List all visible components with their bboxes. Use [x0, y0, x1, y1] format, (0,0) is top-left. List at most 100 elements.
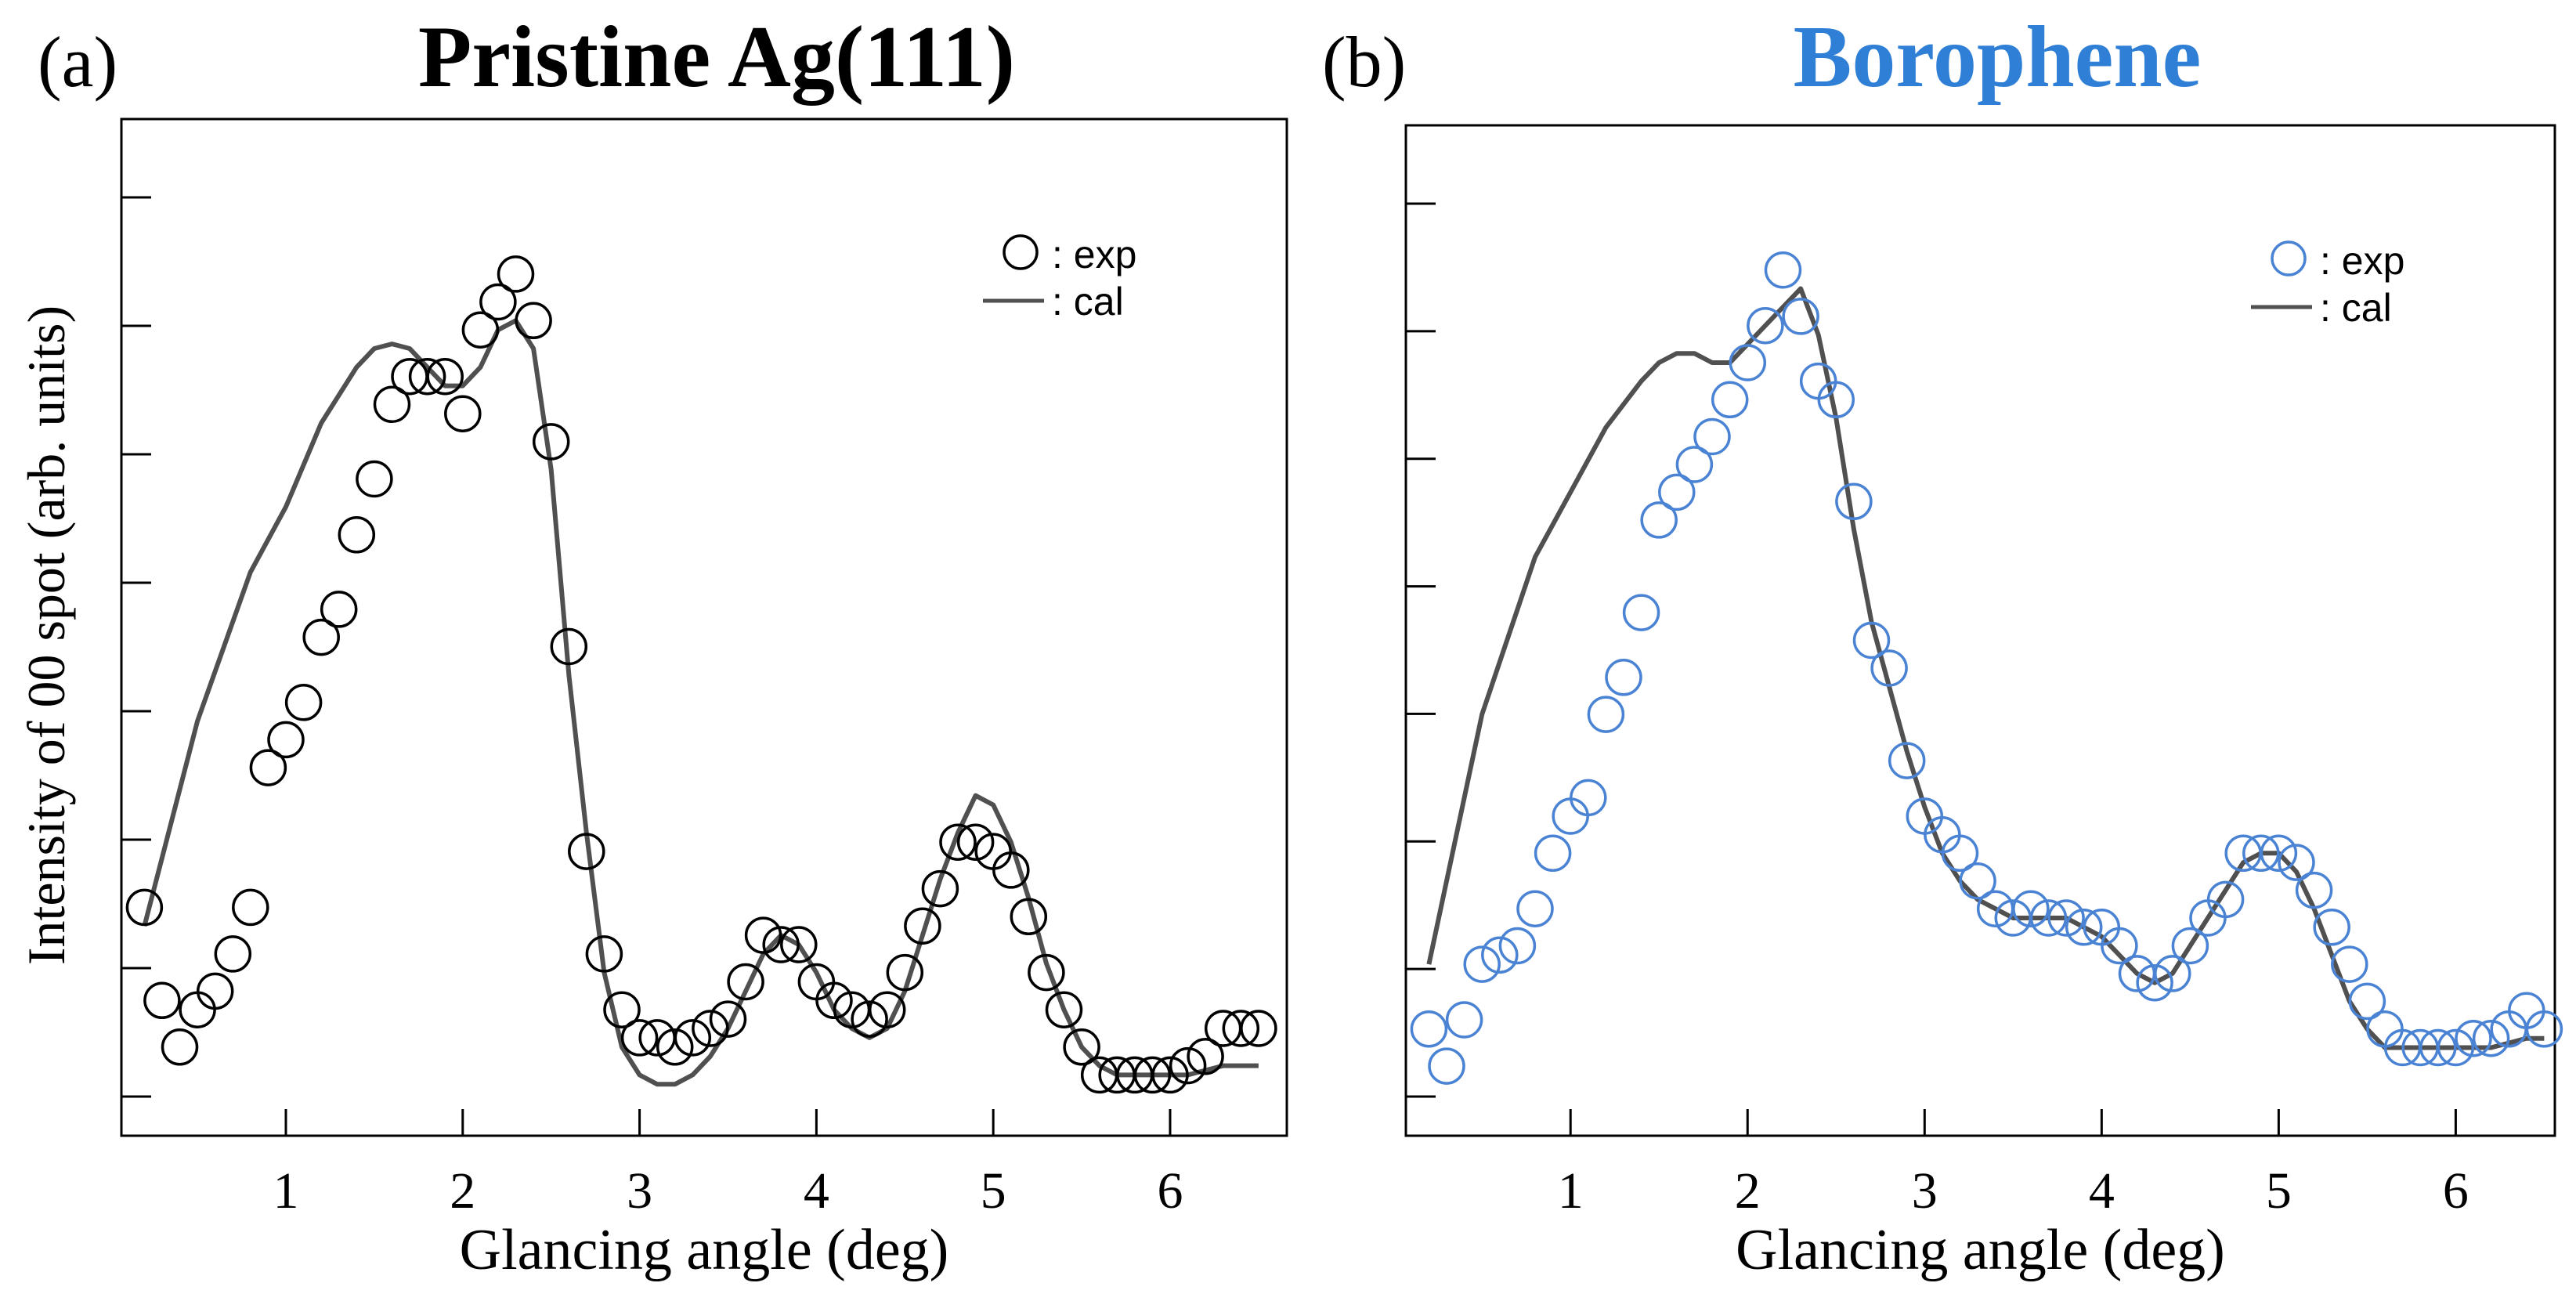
series-exp-point	[232, 888, 269, 927]
series-exp-point	[320, 591, 358, 628]
series-exp-point	[2348, 982, 2386, 1021]
x-axis-label: Glancing angle (deg)	[1736, 1218, 2225, 1282]
series-exp-point	[1959, 862, 1996, 900]
series-exp-point	[921, 869, 959, 908]
series-exp-point	[709, 1000, 747, 1038]
series-exp-point	[2331, 945, 2368, 983]
series-exp-point	[1133, 1056, 1172, 1094]
series-exp-point	[1410, 1010, 1448, 1048]
series-exp-point	[886, 953, 924, 992]
x-tick-label: 4	[804, 1162, 829, 1220]
legend-exp-label: : exp	[2320, 239, 2404, 283]
series-exp-point	[1888, 742, 1926, 779]
series-exp-point	[179, 991, 216, 1028]
x-tick-label: 5	[2266, 1162, 2292, 1220]
series-exp-point	[780, 926, 818, 963]
legend-exp-marker	[1003, 234, 1039, 270]
series-exp-point	[868, 991, 906, 1028]
series-exp-point	[2508, 992, 2545, 1029]
x-tick-label: 3	[1912, 1162, 1938, 1220]
x-tick-label: 6	[1157, 1162, 1183, 1220]
series-exp-point	[550, 627, 588, 666]
series-exp-point	[744, 916, 782, 954]
x-tick-label: 4	[2089, 1162, 2115, 1220]
series-exp-point	[2047, 899, 2085, 937]
series-exp-point	[2206, 880, 2245, 919]
series-exp-point	[1552, 797, 1589, 835]
series-exp-point	[1428, 1047, 1465, 1085]
series-exp-point	[408, 357, 446, 396]
series-exp-point	[1151, 1056, 1189, 1094]
series-exp-point	[444, 395, 482, 432]
series-exp-point	[762, 926, 800, 963]
x-tick-label: 1	[273, 1162, 298, 1220]
series-exp-point	[1693, 417, 1731, 456]
series-exp-point	[356, 460, 393, 498]
series-exp-point	[603, 991, 641, 1028]
series-exp-point	[1587, 696, 1625, 733]
series-exp-point	[1782, 298, 1819, 335]
series-exp-point	[2101, 927, 2138, 965]
series-exp-point	[2260, 834, 2298, 873]
series-exp-point	[426, 357, 464, 396]
series-exp-point	[1222, 1010, 1260, 1047]
chart-title: Borophene	[1794, 9, 2202, 106]
series-exp-point	[1817, 381, 1855, 419]
series-exp-point	[1835, 482, 1873, 521]
series-exp-point	[904, 907, 941, 945]
series-exp-point	[2437, 1028, 2475, 1067]
chart-panel-pristine-ag111: (a) Pristine Ag(111) 1 2 3 4 5 6 Glancing angle …	[16, 9, 1288, 1282]
series-exp-point	[992, 851, 1030, 889]
series-exp-point	[214, 935, 252, 973]
series-exp-point	[1570, 779, 1607, 817]
series-exp-point	[479, 283, 517, 321]
series-exp-point	[1028, 953, 1065, 992]
series-exp-point	[2242, 834, 2280, 873]
series-exp-point	[461, 311, 500, 349]
series-exp-point	[1187, 1037, 1224, 1075]
x-tick-label: 2	[1735, 1162, 1761, 1220]
series-exp-point	[1640, 501, 1678, 539]
series-exp-point	[727, 963, 764, 1001]
series-exp-point	[1675, 446, 1714, 483]
series-exp-point	[2419, 1028, 2457, 1067]
series-exp-point	[1445, 1001, 1483, 1039]
series-exp-point	[656, 1028, 694, 1066]
series-exp-point	[851, 1000, 888, 1038]
plot-frame	[1404, 124, 2556, 1137]
series-exp-point	[2525, 1010, 2563, 1048]
series-exp-point	[815, 981, 853, 1020]
series-exp-point	[1764, 251, 1802, 289]
series-exp-point	[2065, 909, 2103, 946]
series-exp-point	[1658, 473, 1696, 511]
x-tick-label: 5	[981, 1162, 1006, 1220]
series-exp-point	[1481, 936, 1519, 974]
series-exp-point	[1516, 890, 1554, 927]
panel-label: (a)	[38, 22, 117, 102]
series-exp-point	[1010, 898, 1048, 936]
x-tick-label: 2	[450, 1162, 475, 1220]
series-exp-point	[1498, 927, 1537, 965]
series-exp-point	[2012, 890, 2050, 927]
series-exp-point	[956, 823, 995, 861]
series-exp-point	[125, 888, 164, 927]
series-exp-point	[1240, 1010, 1277, 1047]
x-tick-label: 3	[627, 1162, 652, 1220]
series-exp-point	[515, 302, 552, 340]
series-exp-point	[302, 618, 340, 656]
legend-cal-label: : cal	[1052, 280, 1124, 323]
series-exp-point	[2278, 844, 2315, 881]
series-exp-point	[196, 972, 234, 1010]
y-axis-label: Intensity of 00 spot (arb. units)	[16, 305, 76, 965]
series-exp-point	[2313, 909, 2350, 946]
panel-label: (b)	[1322, 22, 1406, 102]
chart-panel-borophene: (b) Borophene 1 2 3 4 5 6 Glancing angle (deg): …	[1322, 9, 2563, 1282]
chart-title: Pristine Ag(111)	[418, 9, 1015, 106]
series-exp-point	[1941, 834, 1979, 873]
series-cal-line	[1426, 286, 2545, 1050]
series-exp-point	[2366, 1010, 2404, 1048]
series-exp-point	[585, 935, 623, 973]
series-exp-point	[2136, 963, 2173, 1002]
series-exp-point	[1747, 306, 1784, 345]
